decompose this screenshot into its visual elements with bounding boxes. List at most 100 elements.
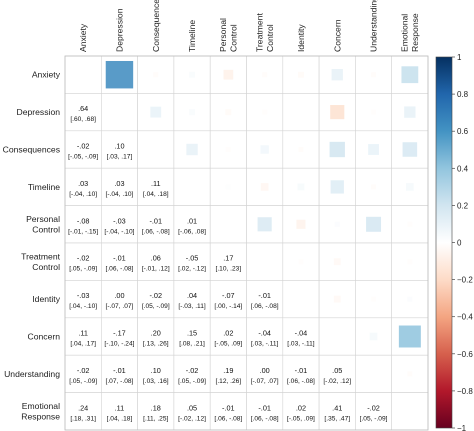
- confidence-interval: [.35, .47]: [324, 415, 350, 422]
- correlation-square-timeline-treatment-control: [260, 183, 269, 191]
- correlation-value: -.01: [113, 254, 126, 263]
- row-labels: Anxiety Depression Consequences Timeline Per…: [3, 70, 61, 422]
- correlation-value: -.02: [149, 291, 162, 300]
- svg-text:Understanding: Understanding: [369, 0, 379, 52]
- grid-cell: [64, 280, 102, 319]
- correlation-square-anxiety-identity: [297, 71, 304, 78]
- correlation-square-depression-concern: [330, 105, 345, 120]
- correlation-square-anxiety-concern: [331, 69, 343, 81]
- confidence-interval: [.06, -.08]: [214, 415, 242, 422]
- correlation-value: .05: [187, 403, 197, 412]
- correlation-value: -.02: [367, 403, 380, 412]
- row-label-consequences: Consequences: [3, 145, 60, 155]
- confidence-interval: [-.01, -.15]: [68, 228, 98, 235]
- matrix-grid: [64, 55, 429, 431]
- confidence-interval: [.06, -.08]: [251, 303, 279, 310]
- correlation-square-consequences-emotional-response: [402, 142, 418, 157]
- grid-cell: [318, 55, 356, 94]
- correlation-square-consequences-understanding: [368, 144, 379, 155]
- correlation-value: .41: [332, 403, 342, 412]
- legend-tick-label: −0.4: [457, 313, 473, 322]
- correlation-square-personal-control-identity: [296, 219, 306, 229]
- legend-tick-label: 0.6: [457, 127, 469, 136]
- correlation-square-anxiety-consequences: [153, 72, 159, 78]
- grid-cell: [64, 242, 102, 281]
- confidence-interval: [.02, -.12]: [178, 266, 206, 273]
- correlation-value: .19: [223, 366, 233, 375]
- grid-cell: [355, 167, 392, 206]
- svg-text:Anxiety: Anxiety: [78, 23, 88, 52]
- correlation-value: .00: [260, 366, 270, 375]
- grid-cell: [137, 317, 175, 356]
- column-label-treatment-control: TreatmentControl: [254, 13, 274, 52]
- grid-cell: [173, 280, 211, 319]
- grid-cell: [209, 354, 247, 393]
- correlation-square-anxiety-treatment-control: [262, 72, 268, 78]
- correlation-square-timeline-understanding: [371, 184, 377, 190]
- correlation-value: .03: [114, 179, 124, 188]
- row-label-anxiety: Anxiety: [32, 70, 61, 80]
- correlation-value: .17: [223, 254, 233, 263]
- correlation-value: -.03: [113, 216, 126, 225]
- column-label-anxiety: Anxiety: [78, 23, 88, 52]
- confidence-interval: [-.05, -.09]: [68, 154, 98, 161]
- correlation-value: .05: [332, 366, 342, 375]
- grid-cell: [101, 130, 138, 169]
- confidence-interval: [.03, .17]: [107, 154, 133, 161]
- correlation-value: -.01: [113, 366, 126, 375]
- grid-cell: [64, 130, 102, 169]
- grid-cell: [355, 392, 392, 431]
- correlation-value: .18: [151, 403, 161, 412]
- correlation-square-anxiety-personal-control: [223, 69, 234, 80]
- grid-cell: [282, 280, 320, 319]
- correlation-square-anxiety-understanding: [371, 72, 377, 78]
- grid-cell: [101, 317, 138, 356]
- correlation-square-anxiety-timeline: [189, 71, 196, 78]
- correlation-value: -.02: [186, 366, 199, 375]
- grid-cell: [173, 242, 211, 281]
- grid-cell: [282, 354, 320, 393]
- svg-text:Depression: Depression: [114, 8, 124, 52]
- confidence-interval: [.03, -.11]: [251, 341, 279, 348]
- correlation-value: .10: [114, 142, 124, 151]
- color-legend-bar: [435, 56, 453, 429]
- correlation-square-depression-timeline: [189, 109, 196, 116]
- grid-cell: [209, 317, 247, 356]
- confidence-interval: [.03, .16]: [143, 378, 169, 385]
- confidence-interval: [.13, .26]: [143, 341, 169, 348]
- grid-cell: [64, 55, 102, 94]
- correlation-square-treatment-control-emotional-response: [407, 259, 413, 265]
- column-label-depression: Depression: [114, 8, 124, 52]
- grid-cell: [64, 392, 102, 431]
- row-label-treatment-control: Treatment Control: [21, 252, 60, 272]
- confidence-interval: [.08, .21]: [179, 341, 205, 348]
- upper-triangle-squares: [105, 60, 421, 377]
- grid-cell: [173, 167, 211, 206]
- correlation-square-timeline-identity: [297, 183, 305, 191]
- correlation-value: -.02: [77, 254, 90, 263]
- confidence-interval: [.06, -.08]: [287, 378, 315, 385]
- correlation-value: .06: [151, 254, 161, 263]
- row-label-emotional-response: Emotional Response: [21, 401, 60, 421]
- svg-text:PersonalControl: PersonalControl: [218, 18, 238, 52]
- correlation-square-consequences-treatment-control: [260, 145, 269, 154]
- confidence-interval: [.05, -.09]: [69, 378, 97, 385]
- correlation-square-timeline-personal-control: [225, 184, 231, 190]
- grid-cell: [391, 392, 429, 431]
- row-label-identity: Identity: [32, 294, 60, 304]
- confidence-interval: [.04, .18]: [143, 191, 169, 198]
- confidence-interval: [-.02, .12]: [178, 415, 206, 422]
- correlation-square-personal-control-treatment-control: [257, 217, 272, 232]
- row-label-concern: Concern: [28, 332, 61, 342]
- legend-tick-label: 0.8: [457, 90, 469, 99]
- correlation-square-timeline-emotional-response: [406, 183, 414, 191]
- confidence-interval: [-.05, .09]: [287, 415, 315, 422]
- svg-text:EmotionalResponse: EmotionalResponse: [400, 13, 420, 52]
- confidence-interval: [.12, .26]: [216, 378, 242, 385]
- correlation-value: -.07: [222, 291, 235, 300]
- correlation-value: .02: [223, 329, 233, 338]
- grid-cell: [318, 392, 356, 431]
- confidence-interval: [.04, .18]: [107, 415, 133, 422]
- confidence-interval: [.11, .25]: [143, 415, 168, 422]
